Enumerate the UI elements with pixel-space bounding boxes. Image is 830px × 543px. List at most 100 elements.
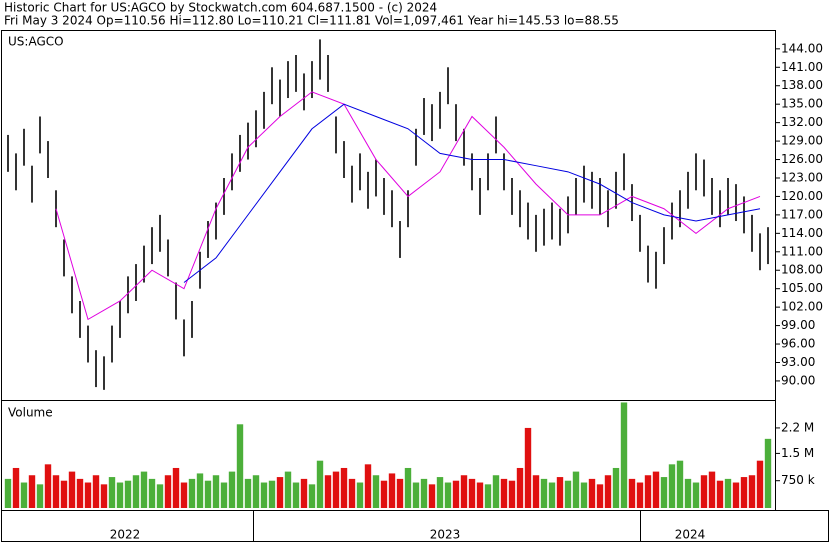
volume-bar (668, 464, 676, 508)
volume-label: Volume (8, 406, 53, 420)
volume-bar (612, 467, 620, 508)
volume-bar (172, 467, 180, 508)
volume-bar (676, 460, 684, 508)
y-tick-label: 123.00 (781, 170, 823, 184)
volume-bar (252, 475, 260, 508)
volume-bar (324, 475, 332, 508)
volume-bar (692, 482, 700, 508)
volume-bar (276, 477, 284, 508)
volume-bar (516, 467, 524, 508)
volume-bar (204, 480, 212, 508)
volume-bar (604, 475, 612, 508)
y-tick-label: 105.00 (781, 281, 823, 295)
y-tick-label: 102.00 (781, 300, 823, 314)
y-tick-label: 108.00 (781, 263, 823, 277)
volume-bar (156, 484, 164, 508)
volume-bar (420, 478, 428, 508)
volume-bar (100, 484, 108, 508)
price-panel (1, 30, 776, 401)
volume-bar (580, 482, 588, 508)
moving-average (55, 91, 761, 321)
volume-bar (428, 484, 436, 508)
volume-bar (292, 482, 300, 508)
volume-bar (284, 471, 292, 508)
volume-bar (20, 482, 28, 508)
volume-bar (68, 471, 76, 508)
y-tick-label: 120.00 (781, 189, 823, 203)
volume-bar (396, 478, 404, 508)
volume-bar (340, 467, 348, 508)
volume-bar (500, 478, 508, 508)
y-tick-label: 126.00 (781, 152, 823, 166)
volume-tick-label: 2.2 M (781, 420, 814, 434)
volume-tick-label: 750 k (781, 473, 815, 487)
volume-bar (244, 478, 252, 508)
year-label: 2024 (675, 528, 706, 542)
volume-bar (548, 482, 556, 508)
volume-bar (716, 480, 724, 508)
volume-bar (92, 475, 100, 508)
y-tick-label: 111.00 (781, 244, 823, 258)
volume-bar (4, 478, 12, 508)
volume-bar (164, 475, 172, 508)
volume-bar (724, 478, 732, 508)
moving-average (183, 103, 761, 283)
volume-bar (748, 475, 756, 508)
volume-bar (444, 482, 452, 508)
volume-bar (44, 464, 52, 508)
volume-bar (212, 475, 220, 508)
volume-bar (572, 471, 580, 508)
volume-bar (60, 480, 68, 508)
y-tick-label: 141.00 (781, 60, 823, 74)
volume-bar (196, 473, 204, 508)
volume-bar (700, 475, 708, 508)
y-tick-label: 138.00 (781, 78, 823, 92)
volume-bar (356, 482, 364, 508)
volume-bar (124, 480, 132, 508)
volume-bar (220, 482, 228, 508)
volume-bar (740, 477, 748, 508)
y-tick-label: 117.00 (781, 207, 823, 221)
date-panel (1, 510, 829, 542)
symbol-label: US:AGCO (8, 35, 64, 49)
volume-bar (708, 471, 716, 508)
volume-bar (300, 478, 308, 508)
volume-bar (564, 480, 572, 508)
volume-bar (452, 480, 460, 508)
volume-bar (484, 484, 492, 508)
volume-bar (436, 477, 444, 508)
volume-bar (76, 478, 84, 508)
y-tick-label: 93.00 (781, 355, 815, 369)
volume-bar (132, 475, 140, 508)
y-tick-label: 90.00 (781, 373, 815, 387)
chart-title: Historic Chart for US:AGCO by Stockwatch… (4, 1, 437, 15)
volume-bar (556, 477, 564, 508)
volume-bar (732, 482, 740, 508)
volume-bar (108, 477, 116, 508)
volume-bar (140, 471, 148, 508)
volume-bar (468, 478, 476, 508)
volume-bar (596, 484, 604, 508)
volume-bar (372, 475, 380, 508)
y-tick-label: 144.00 (781, 41, 823, 55)
volume-bar (84, 482, 92, 508)
y-tick-label: 129.00 (781, 134, 823, 148)
volume-bar (52, 475, 60, 508)
volume-bar (332, 471, 340, 508)
volume-bar (476, 482, 484, 508)
volume-bar (236, 424, 244, 508)
volume-bar (756, 460, 764, 508)
volume-bar (620, 402, 628, 508)
y-tick-label: 132.00 (781, 115, 823, 129)
volume-bar (116, 482, 124, 508)
volume-bar (364, 464, 372, 508)
y-tick-label: 135.00 (781, 97, 823, 111)
year-label: 2023 (430, 528, 461, 542)
volume-bar (492, 475, 500, 508)
year-label: 2022 (110, 528, 141, 542)
y-tick-label: 96.00 (781, 337, 815, 351)
volume-bar (36, 484, 44, 508)
y-tick-label: 114.00 (781, 226, 823, 240)
volume-bar (628, 478, 636, 508)
